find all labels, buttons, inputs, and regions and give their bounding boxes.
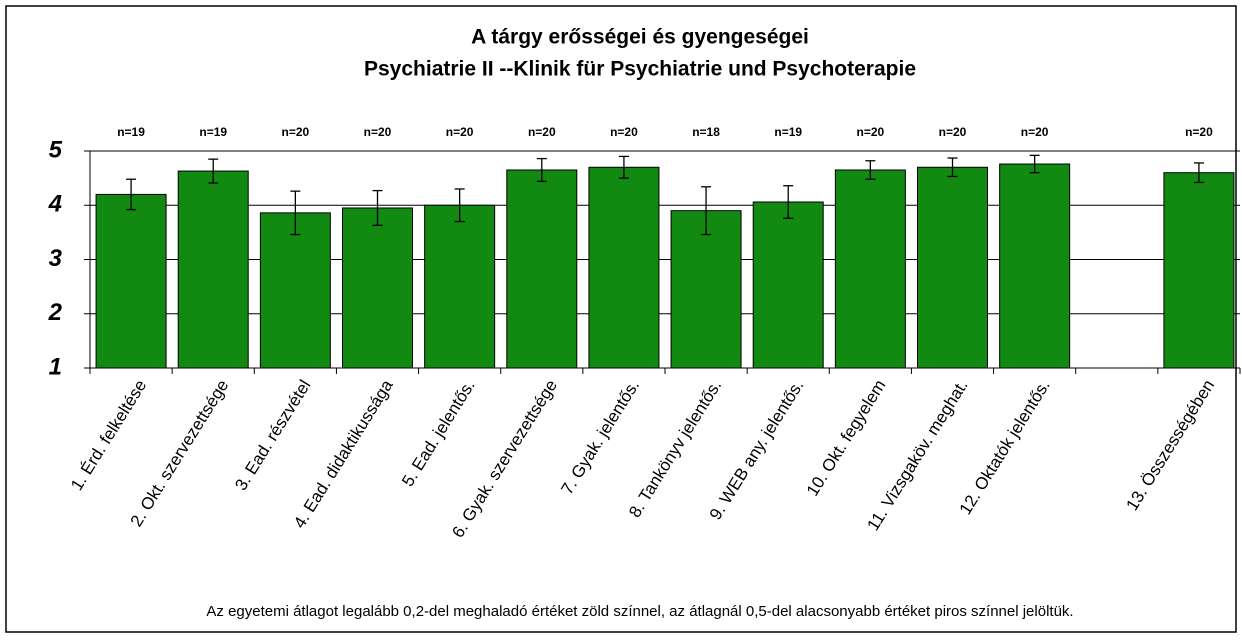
n-label: n=20 [446, 125, 474, 139]
error-bar [372, 189, 383, 226]
bar [177, 170, 249, 369]
bar [752, 201, 824, 369]
chart-title: A tárgy erősségei és gyengeségei [471, 26, 809, 49]
n-label: n=19 [199, 125, 227, 139]
y-tick-label: 3 [49, 245, 63, 272]
n-label: n=20 [1021, 125, 1049, 139]
n-label: n=18 [692, 125, 720, 139]
n-label: n=20 [610, 125, 638, 139]
chart-subtitle: Psychiatrie II --Klinik für Psychiatrie … [364, 58, 916, 81]
bar [999, 163, 1071, 369]
n-label: n=20 [939, 125, 967, 139]
n-label: n=20 [857, 125, 885, 139]
error-bar [208, 158, 219, 184]
y-tick-label: 1 [49, 353, 62, 380]
y-tick-label: 4 [48, 191, 62, 218]
bar [588, 166, 660, 369]
error-bar [126, 178, 137, 211]
error-bar [1193, 162, 1204, 184]
error-bar [618, 155, 629, 179]
error-bar [947, 157, 958, 178]
bar [917, 166, 988, 369]
error-bar [454, 188, 465, 223]
n-label: n=20 [282, 125, 310, 139]
y-tick-label: 2 [48, 299, 63, 326]
bar [834, 169, 906, 369]
bar [342, 207, 413, 369]
error-bar [1029, 154, 1040, 174]
error-bar [290, 190, 301, 236]
bar [95, 193, 167, 369]
bar [506, 169, 578, 369]
n-label: n=19 [774, 125, 802, 139]
error-bar [536, 157, 547, 183]
error-bar [865, 160, 876, 180]
bar [259, 212, 331, 369]
bar [424, 204, 496, 369]
bar [670, 210, 742, 369]
error-bar [783, 185, 794, 219]
footnote: Az egyetemi átlagot legalább 0,2-del meg… [206, 603, 1073, 620]
n-label: n=20 [1185, 125, 1213, 139]
error-bar [701, 186, 712, 236]
y-tick-label: 5 [49, 136, 63, 163]
bar [1163, 172, 1235, 369]
n-label: n=20 [528, 125, 556, 139]
n-label: n=20 [364, 125, 392, 139]
n-label: n=19 [117, 125, 145, 139]
